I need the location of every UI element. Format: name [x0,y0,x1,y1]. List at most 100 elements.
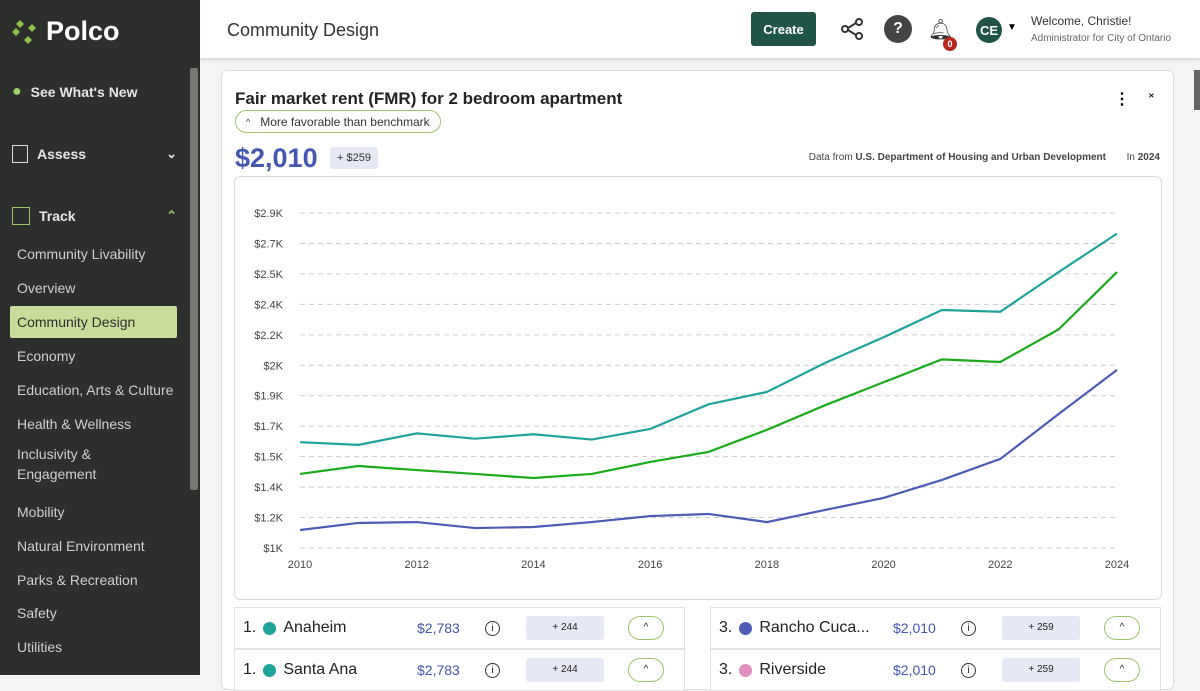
y-tick-label: $1.5K [254,452,283,464]
benchmark-up-button[interactable]: ^ [1104,616,1140,640]
source-name: U.S. Department of Housing and Urban Dev… [855,152,1106,163]
y-tick-label: $2K [263,360,283,372]
chart-container: $1K $1.2K $1.4K $1.5K $1.7K $1.9K $2K $2.2K $2.4… [234,176,1162,600]
sidebar-item-inclusivity-engagement[interactable]: Inclusivity & Engagement [17,446,97,482]
avatar[interactable]: CE [976,17,1002,43]
series-dot [739,621,753,635]
create-button[interactable]: Create [751,12,816,46]
x-tick-label: 2016 [638,559,662,571]
sidebar-item-education-arts-culture[interactable]: Education, Arts & Culture [17,382,174,398]
brand-name: Polco [46,16,120,46]
metric-value: $2,010 [235,143,318,173]
city-name: Anaheim [283,619,347,636]
series-line-0[interactable] [299,232,1118,446]
benchmark-label: More favorable than benchmark [260,114,430,129]
series-dot [263,621,277,635]
info-icon[interactable]: i [485,620,500,636]
collapse-icon[interactable]: ⌄ ⌃ [1146,87,1156,106]
welcome-text: Welcome, Christie! [1031,14,1132,28]
sidebar-whats-new[interactable]: ● See What's New [12,83,177,101]
sidebar-track[interactable]: Track ⌃ [12,207,177,225]
y-tick-label: $2.4K [254,299,283,311]
chevron-down-icon: ⌄ [166,146,177,161]
series-line-1[interactable] [299,271,1118,480]
sidebar-scrollbar[interactable] [190,68,198,490]
benchmark-up-button[interactable]: ^ [628,616,664,640]
data-year: In 2024 [1127,152,1160,163]
sidebar-item-overview[interactable]: Overview [17,280,76,296]
clipboard-icon [12,145,28,163]
y-tick-label: $2.5K [254,269,283,281]
sidebar-assess[interactable]: Assess ⌄ [12,145,177,163]
rank: 1. [243,661,257,678]
x-tick-label: 2012 [404,559,428,571]
info-icon[interactable]: i [961,620,976,636]
info-icon[interactable]: i [961,662,976,678]
y-tick-label: $1K [263,543,283,555]
notification-badge: 0 [943,37,957,51]
sidebar-item-parks-recreation[interactable]: Parks & Recreation [17,572,138,588]
x-tick-label: 2014 [521,559,545,571]
page-title: Community Design [227,20,380,40]
sidebar-item-mobility[interactable]: Mobility [17,504,65,520]
sidebar-item-community-design[interactable]: Community Design [10,306,177,338]
lightbulb-icon: ● [12,83,22,100]
x-tick-label: 2022 [988,559,1012,571]
y-tick-label: $2.7K [254,238,283,250]
source-prefix: Data from [808,152,856,163]
help-icon[interactable]: ? [884,15,912,43]
sidebar: Polco ● See What's New Assess ⌄ Track ⌃ Com… [0,0,200,675]
chevron-up-icon: ⌃ [166,208,177,223]
line-chart: $1K $1.2K $1.4K $1.5K $1.7K $1.9K $2K $2.2K $2.4… [254,208,1129,571]
series-line-2[interactable] [299,369,1118,532]
y-tick-label: $1.2K [254,513,283,525]
sidebar-item-health-wellness[interactable]: Health & Wellness [17,416,132,432]
main-scrollbar[interactable] [1194,70,1200,110]
whats-new-label: See What's New [30,84,138,100]
year-value: 2024 [1137,152,1160,163]
sidebar-item-utilities[interactable]: Utilities [17,639,63,655]
year-prefix: In [1126,152,1138,163]
series-dot [263,663,277,677]
polco-logo-icon [12,19,36,44]
more-menu-icon[interactable]: ⋮ [1114,91,1130,108]
info-icon[interactable]: i [485,662,500,678]
sidebar-item-natural-environment[interactable]: Natural Environment [17,538,145,554]
ranking-row: 1. Anaheim $2,783 i + 244 ^ [234,607,685,649]
assess-label: Assess [37,146,87,162]
city-name: Santa Ana [283,661,358,678]
city-value: $2,010 [893,620,936,636]
x-tick-label: 2024 [1105,559,1129,571]
bar-chart-icon [12,207,30,225]
city-name: Riverside [759,661,827,678]
caret-down-icon[interactable]: ▼ [1007,22,1017,33]
rank: 1. [243,619,257,636]
series-dot [739,663,753,677]
track-label: Track [39,208,76,224]
ranking-row: 3. Rancho Cuca... $2,010 i + 259 ^ [710,607,1161,649]
benchmark-up-button[interactable]: ^ [628,658,664,682]
sidebar-item-community-livability[interactable]: Community Livability [17,246,146,262]
share-icon[interactable] [840,17,864,41]
y-tick-label: $1.4K [254,482,283,494]
polco-logo[interactable]: Polco [10,16,120,47]
bell-icon[interactable]: 🔔︎ [928,19,954,41]
y-tick-label: $2.9K [254,208,283,220]
city-change: + 244 [526,658,604,682]
x-tick-label: 2010 [288,559,312,571]
chevron-up-icon: ^ [246,116,251,127]
y-tick-label: $2.2K [254,330,283,342]
sidebar-item-economy[interactable]: Economy [17,348,76,364]
benchmark-badge[interactable]: ^ More favorable than benchmark [235,110,441,133]
metric-delta: + $259 [330,147,378,169]
x-tick-label: 2018 [755,559,779,571]
city-value: $2,010 [893,662,936,678]
city-value: $2,783 [417,620,460,636]
rank: 3. [719,661,733,678]
y-tick-label: $1.9K [254,391,283,403]
city-change: + 244 [526,616,604,640]
benchmark-up-button[interactable]: ^ [1104,658,1140,682]
sidebar-item-safety[interactable]: Safety [17,605,57,621]
city-change: + 259 [1002,658,1080,682]
role-text: Administrator for City of Ontario [1031,33,1172,44]
